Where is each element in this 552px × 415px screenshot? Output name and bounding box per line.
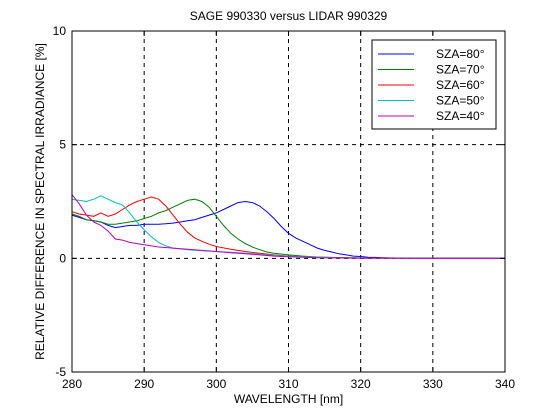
series-line bbox=[71, 194, 505, 259]
legend-label: SZA=80° bbox=[436, 47, 485, 61]
axis-ticks: 280 290 300 310 320 330 340 -5 0 5 10 bbox=[53, 24, 516, 391]
series-line bbox=[71, 198, 505, 259]
legend: SZA=80° SZA=70°SZA=60° SZA=50°SZA=40° bbox=[371, 39, 497, 130]
x-tick-label: 280 bbox=[62, 377, 82, 391]
legend-label: SZA=40° bbox=[436, 109, 485, 123]
x-tick-label: 330 bbox=[423, 377, 443, 391]
x-axis-title: WAVELENGTH [nm] bbox=[234, 392, 343, 406]
chart-title: SAGE 990330 versus LIDAR 990329 bbox=[190, 9, 388, 23]
x-tick-label: 320 bbox=[351, 377, 371, 391]
legend-label: SZA=70° bbox=[436, 63, 485, 77]
x-tick-label: 300 bbox=[206, 377, 226, 391]
x-tick-label: 310 bbox=[278, 377, 298, 391]
y-tick-label: 5 bbox=[59, 138, 66, 152]
series-lines bbox=[71, 194, 505, 259]
legend-items: SZA=80° SZA=70°SZA=60° SZA=50°SZA=40° bbox=[378, 47, 485, 123]
y-tick-label: 0 bbox=[59, 251, 66, 265]
x-tick-label: 290 bbox=[134, 377, 154, 391]
y-axis-title: RELATIVE DIFFERENCE IN SPECTRAL IRRADIAN… bbox=[33, 43, 47, 360]
legend-label: SZA=60° bbox=[436, 78, 485, 92]
y-tick-label: -5 bbox=[55, 365, 66, 379]
legend-label: SZA=50° bbox=[436, 94, 485, 108]
series-line bbox=[71, 200, 505, 259]
x-tick-label: 340 bbox=[495, 377, 515, 391]
y-tick-label: 10 bbox=[53, 24, 67, 38]
